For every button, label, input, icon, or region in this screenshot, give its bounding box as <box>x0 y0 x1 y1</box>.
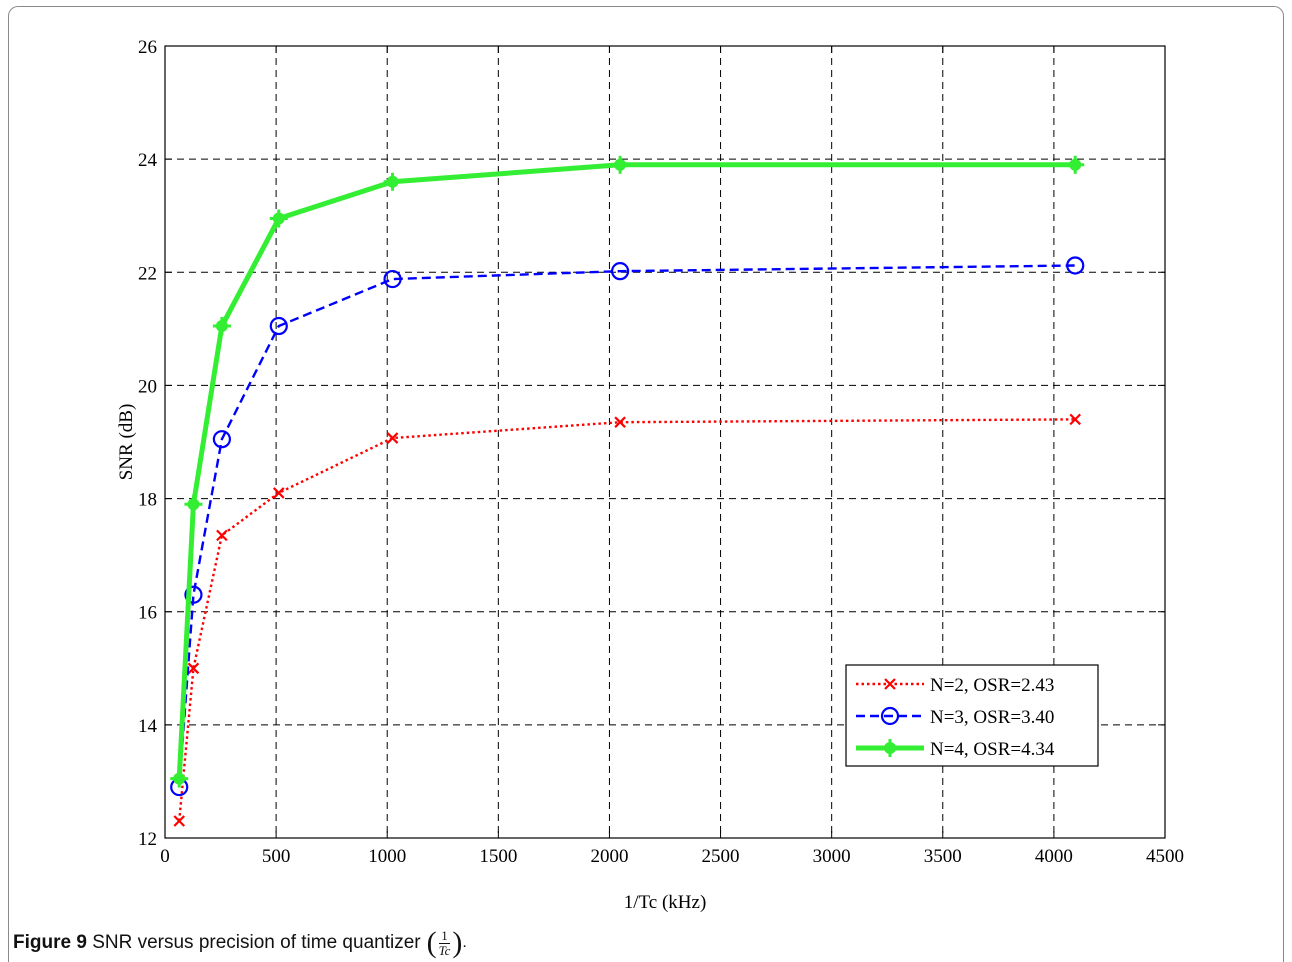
x-tick-label: 4000 <box>1035 846 1073 867</box>
x-tick-label: 0 <box>160 846 170 867</box>
x-tick-label: 4500 <box>1146 846 1184 867</box>
caption-fraction: ( 1 Tc ) <box>427 928 463 958</box>
y-tick-label: 26 <box>138 37 157 58</box>
series-3-point <box>611 155 630 174</box>
series-3-point <box>170 769 189 788</box>
legend-entry: N=3, OSR=3.40 <box>856 706 1054 728</box>
x-tick-label: 1000 <box>368 846 406 867</box>
series-1 <box>173 413 1081 827</box>
left-paren: ( <box>426 926 437 959</box>
series-1-point <box>1069 413 1081 426</box>
series-2-point <box>383 269 402 289</box>
series-3-point <box>184 495 203 514</box>
legend-entry: N=4, OSR=4.34 <box>856 739 1055 760</box>
series-3-point <box>383 172 402 191</box>
series-2-point <box>1066 256 1085 275</box>
series-2-line <box>178 264 1076 788</box>
legend-entry: N=2, OSR=2.43 <box>856 675 1054 696</box>
x-tick-label: 3000 <box>813 846 851 867</box>
y-tick-label: 20 <box>138 376 157 397</box>
series-1-point <box>187 662 200 675</box>
legend-marker <box>881 739 899 757</box>
snr-chart: 0 500 1000 1500 2000 2500 3000 3500 4000 4500 12 14… <box>116 37 1184 913</box>
figure-caption: Figure 9 SNR versus precision of time qu… <box>13 928 467 958</box>
x-tick-label: 500 <box>262 846 291 867</box>
series-2-point <box>611 262 630 281</box>
legend-marker <box>880 706 900 726</box>
y-tick-label: 22 <box>138 263 157 284</box>
y-axis-label: SNR (dB) <box>116 404 137 481</box>
series-1-point <box>386 432 399 444</box>
y-tick-label: 16 <box>138 603 157 624</box>
series-2-point <box>212 430 231 449</box>
series-3 <box>170 155 1085 788</box>
fraction-denominator: Tc <box>438 942 451 958</box>
x-tick-label: 2500 <box>702 846 740 867</box>
series-1-point <box>614 416 626 428</box>
x-tick-label: 1500 <box>479 846 517 867</box>
plot-area-border <box>164 45 1166 839</box>
series-1-point <box>216 529 228 542</box>
fraction-numerator: 1 <box>439 927 450 944</box>
series-3-point <box>1066 155 1085 174</box>
axis-ticks: 0 500 1000 1500 2000 2500 3000 3500 4000 4500 12 14… <box>138 37 1184 867</box>
y-tick-label: 14 <box>138 716 158 737</box>
series-layer <box>170 155 1085 827</box>
legend: N=2, OSR=2.43 N=3, OSR=3.40 N=4, OSR=4.34 <box>845 664 1099 767</box>
x-tick-label: 3500 <box>924 846 962 867</box>
series-1-point <box>272 487 285 499</box>
y-tick-label: 24 <box>138 150 158 171</box>
figure-frame <box>8 6 1284 962</box>
series-2-point <box>269 316 288 336</box>
y-tick-label: 18 <box>138 490 157 511</box>
x-tick-label: 2000 <box>590 846 628 867</box>
legend-label: N=2, OSR=2.43 <box>930 675 1054 696</box>
x-axis-label: 1/Tc (kHz) <box>624 892 707 913</box>
caption-period: . <box>462 934 467 951</box>
series-2 <box>170 256 1085 797</box>
figure-label: Figure 9 <box>13 932 87 953</box>
series-3-point <box>269 209 288 228</box>
series-3-point <box>212 317 231 336</box>
legend-label: N=3, OSR=3.40 <box>930 707 1054 728</box>
y-tick-label: 12 <box>138 829 157 850</box>
right-paren: ) <box>452 926 463 959</box>
legend-marker <box>884 678 896 690</box>
legend-label: N=4, OSR=4.34 <box>930 739 1055 760</box>
series-2-point <box>184 585 203 604</box>
series-1-point <box>173 815 186 827</box>
caption-text: SNR versus precision of time quantizer <box>92 932 421 953</box>
